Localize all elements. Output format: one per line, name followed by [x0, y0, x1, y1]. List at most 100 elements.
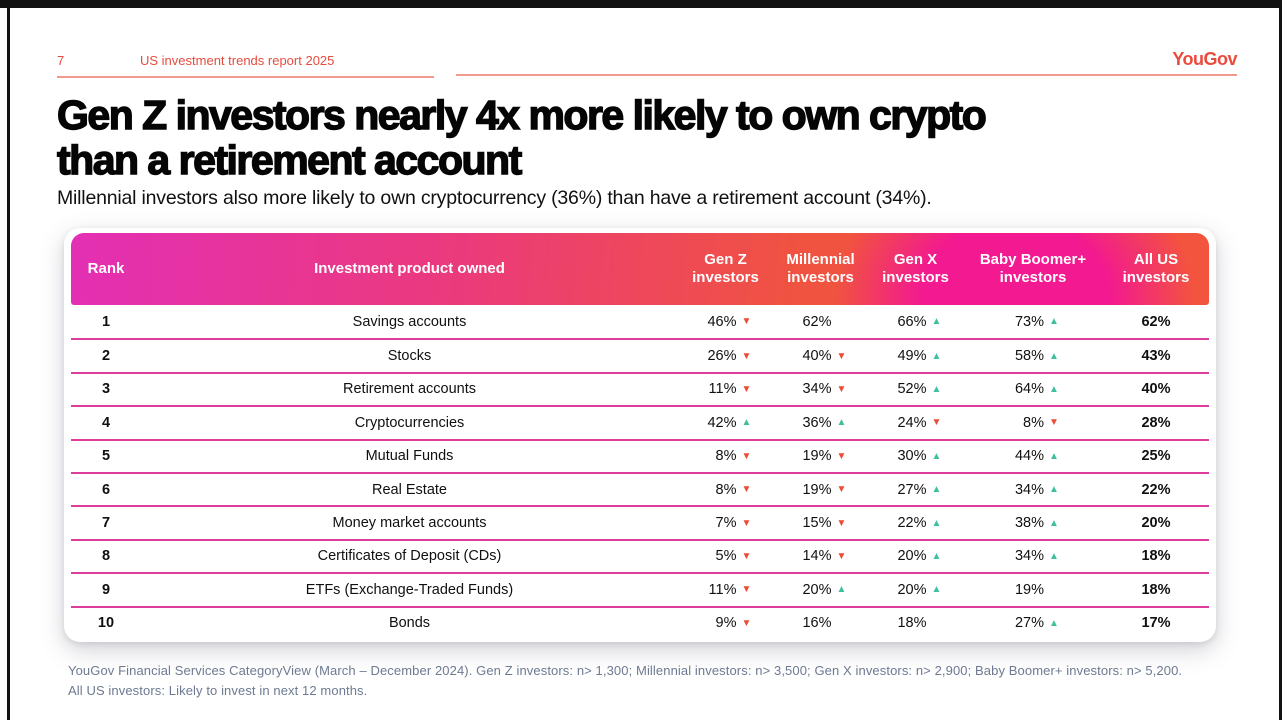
- allus-cell: 40%: [1141, 381, 1171, 398]
- value-cell: 27% ▲: [963, 615, 1103, 631]
- value-cell: 64% ▲: [963, 381, 1103, 397]
- col-header-allus: All US investors: [1122, 251, 1190, 286]
- percent-value: 11%: [708, 581, 737, 598]
- value-cell: 62%: [773, 314, 868, 330]
- value-cell: 8% ▼: [678, 448, 773, 464]
- table-row: 5 Mutual Funds 8% ▼ 19% ▼ 30% ▲ 44% ▲ 25%: [71, 438, 1209, 472]
- trend-arrow-icon: ▼: [836, 383, 847, 395]
- rank-cell: 9: [101, 581, 111, 598]
- allus-cell: 18%: [1141, 548, 1171, 565]
- trend-arrow-icon: ▼: [741, 316, 752, 328]
- percent-value: 9%: [715, 615, 737, 632]
- product-cell: Money market accounts: [332, 515, 487, 532]
- trend-arrow-icon: ▲: [1049, 450, 1059, 462]
- percent-value: 20%: [897, 548, 927, 565]
- percent-value: 34%: [802, 381, 832, 398]
- percent-value: 26%: [707, 348, 737, 365]
- rank-cell: 8: [101, 548, 111, 565]
- value-cell: 46% ▼: [678, 314, 773, 330]
- col-header-genz: Gen Z investors: [692, 251, 759, 286]
- percent-value: 8%: [1023, 414, 1044, 431]
- value-cell: 22% ▲: [868, 515, 963, 531]
- trend-arrow-icon: ▲: [931, 383, 942, 395]
- trend-arrow-icon: ▲: [931, 484, 942, 496]
- value-cell: 24% ▼: [868, 415, 963, 431]
- value-cell: 15% ▼: [773, 515, 868, 531]
- percent-value: 27%: [1014, 615, 1044, 632]
- percent-value: 22%: [897, 515, 927, 532]
- trend-arrow-icon: ▲: [1049, 350, 1059, 362]
- value-cell: 34% ▲: [963, 548, 1103, 564]
- percent-value: 8%: [715, 481, 737, 498]
- percent-value: 66%: [897, 313, 927, 330]
- trend-arrow-icon: ▼: [836, 517, 847, 529]
- trend-arrow-icon: ▲: [1049, 383, 1059, 395]
- rank-cell: 6: [101, 481, 111, 498]
- value-cell: 49% ▲: [868, 348, 963, 364]
- percent-value: 7%: [715, 515, 737, 532]
- col-header-boomer: Baby Boomer+ investors: [979, 251, 1087, 286]
- trend-arrow-icon: ▼: [741, 517, 752, 529]
- rank-cell: 3: [101, 381, 111, 398]
- header-meta-row: 7 US investment trends report 2025 YouGo…: [57, 49, 1237, 80]
- value-cell: 66% ▲: [868, 314, 963, 330]
- value-cell: 36% ▲: [773, 415, 868, 431]
- allus-cell: 28%: [1141, 414, 1171, 431]
- percent-value: 18%: [897, 615, 927, 632]
- percent-value: 40%: [802, 348, 832, 365]
- value-cell: 19% ▼: [773, 482, 868, 498]
- percent-value: 15%: [802, 515, 832, 532]
- percent-value: 20%: [802, 581, 832, 598]
- percent-value: 34%: [1014, 481, 1044, 498]
- table-row: 7 Money market accounts 7% ▼ 15% ▼ 22% ▲ 38…: [71, 505, 1209, 538]
- percent-value: 11%: [708, 381, 737, 398]
- trend-arrow-icon: ▼: [931, 417, 942, 429]
- percent-value: 34%: [1014, 548, 1044, 565]
- value-cell: 16%: [773, 615, 868, 631]
- value-cell: 19%: [963, 582, 1103, 598]
- allus-cell: 18%: [1141, 581, 1171, 598]
- value-cell: 34% ▼: [773, 381, 868, 397]
- percent-value: 46%: [707, 313, 737, 330]
- allus-cell: 62%: [1141, 313, 1171, 330]
- percent-value: 8%: [715, 448, 737, 465]
- frame-top-bar: [0, 0, 1282, 8]
- trend-arrow-icon: ▲: [1049, 484, 1059, 496]
- table-row: 9 ETFs (Exchange-Traded Funds) 11% ▼ 20% ▲…: [71, 572, 1209, 605]
- percent-value: 19%: [1014, 581, 1044, 598]
- allus-cell: 22%: [1141, 481, 1171, 498]
- percent-value: 49%: [897, 348, 927, 365]
- table-row: 8 Certificates of Deposit (CDs) 5% ▼ 14% ▼…: [71, 538, 1209, 572]
- source-footnote: YouGov Financial Services CategoryView (…: [68, 661, 1208, 701]
- trend-arrow-icon: ▼: [741, 450, 752, 462]
- frame-left-line: [7, 8, 10, 720]
- value-cell: 8% ▼: [678, 482, 773, 498]
- trend-arrow-icon: ▼: [836, 484, 847, 496]
- trend-arrow-icon: ▲: [931, 517, 942, 529]
- trend-arrow-icon: ▼: [741, 617, 752, 629]
- value-cell: 19% ▼: [773, 448, 868, 464]
- value-cell: 7% ▼: [678, 515, 773, 531]
- value-cell: 58% ▲: [963, 348, 1103, 364]
- trend-arrow-icon: ▲: [1049, 550, 1059, 562]
- value-cell: 20% ▲: [868, 548, 963, 564]
- value-cell: 27% ▲: [868, 482, 963, 498]
- page-title-line1: Gen Z investors nearly 4x more likely to…: [56, 92, 987, 138]
- allus-cell: 25%: [1141, 448, 1171, 465]
- data-table-card: Rank Investment product owned Gen Z inve…: [64, 228, 1216, 642]
- value-cell: 9% ▼: [678, 615, 773, 631]
- trend-arrow-icon: ▼: [741, 383, 752, 395]
- col-header-genx: Gen X investors: [882, 251, 949, 286]
- meta-left-rule: 7 US investment trends report 2025: [57, 50, 434, 78]
- rank-cell: 1: [101, 313, 111, 330]
- percent-value: 5%: [715, 548, 737, 565]
- data-table: Rank Investment product owned Gen Z inve…: [71, 233, 1209, 642]
- trend-arrow-icon: ▲: [931, 550, 942, 562]
- product-cell: Bonds: [388, 615, 431, 632]
- trend-arrow-icon: ▲: [836, 584, 847, 596]
- value-cell: 44% ▲: [963, 448, 1103, 464]
- footnote-line1: YouGov Financial Services CategoryView (…: [68, 663, 1183, 678]
- product-cell: Certificates of Deposit (CDs): [317, 548, 502, 565]
- trend-arrow-icon: ▼: [741, 350, 752, 362]
- rank-cell: 5: [101, 448, 111, 465]
